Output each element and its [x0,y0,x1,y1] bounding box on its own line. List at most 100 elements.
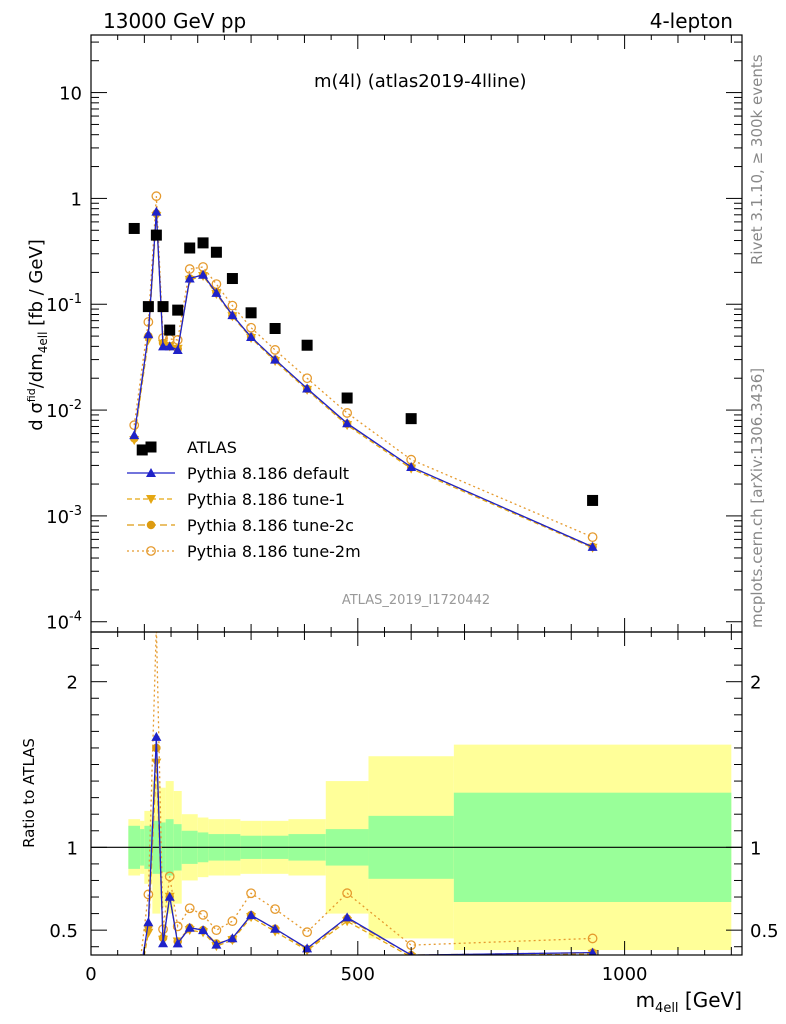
series-point [198,269,209,279]
atlas-point [157,301,169,313]
ratio-frame [90,631,743,956]
legend-label: Pythia 8.186 default [187,464,349,483]
ratio-series-line [140,632,593,955]
mc-curves [129,191,598,553]
legend-label-atlas: ATLAS [187,438,237,457]
series-point [164,341,175,351]
series-point [227,310,238,320]
series-point [587,532,598,543]
ratio-series-line [142,736,593,955]
ratio-series-point [342,912,353,922]
ratio-y-label: Ratio to ATLAS [20,738,38,848]
series-point [172,335,183,345]
ratio-series-point [172,921,183,932]
rivet-label: Rivet 3.1.10, ≥ 300k events [748,54,766,265]
series-point [246,322,256,333]
atlas-point [172,304,184,316]
ratio-series-point [246,888,256,899]
ratio-series-point [198,909,208,920]
ratio-curves [129,622,598,1016]
legend-label: Pythia 8.186 tune-2c [187,516,354,535]
ratio-tick-label-right: 1 [750,838,761,859]
atlas-point [269,322,281,334]
atlas-point [184,242,196,254]
atlas-point [210,246,222,258]
legend-marker-atlas [145,441,157,453]
series-point [151,191,162,202]
ratio-series-point [143,917,154,927]
x-tick-label: 1000 [602,964,648,985]
ratio-series-point [143,928,154,938]
y-axis-label: d σfid/dm4ell [fb / GeV] [25,239,50,431]
series-point [227,300,238,311]
legend-marker [146,520,156,530]
ratio-series-point [270,923,281,933]
legend-marker [146,468,156,477]
y-tick-label: 10 [59,84,82,105]
series-point [158,341,169,351]
series-point [151,206,162,216]
y-tick-label: 10-4 [46,610,82,634]
atlas-point [150,229,162,241]
x-tick-label: 500 [341,964,375,985]
atlas-point [587,494,599,506]
series-point [270,345,280,355]
legend: ATLAS Pythia 8.186 default Pythia 8.186 tu… [127,438,361,561]
series-point [302,383,313,393]
y-tick-label: 10-1 [46,292,82,316]
ratio-series-point [151,731,162,741]
y-tick-label: 10-2 [46,398,82,422]
ratio-series-point [152,622,161,631]
series-point [342,408,353,418]
ratio-series-point [158,938,169,948]
atlas-point [226,273,238,285]
atlas-point [341,392,353,404]
series-point [342,418,353,428]
y-tick-label: 1 [71,189,82,210]
series-point [143,329,154,339]
header-left: 13000 GeV pp [103,9,246,33]
ratio-series-point [211,925,222,936]
ratio-series-point [588,947,597,955]
ratio-panel [91,622,742,1016]
ratio-tick-label-right: 0.5 [750,921,779,942]
ratio-series-point [143,889,154,900]
series-point [211,287,222,297]
ratio-series-point [129,1007,139,1016]
ratio-series-point [164,891,175,901]
atlas-point [136,444,148,456]
series-point [406,461,417,471]
ratio-series-point [587,933,598,944]
ratio-series-point [172,938,183,948]
ratio-series-point [184,903,195,914]
x-axis-label: m4ell [GeV] [636,988,742,1016]
ratio-tick-label-right: 2 [750,673,761,694]
ratio-series-point [227,916,238,927]
series-point [211,279,222,290]
atlas-point [301,339,313,351]
watermark: ATLAS_2019_I1720442 [342,593,490,608]
ratio-series-point [130,1007,139,1016]
atlas-point [245,307,257,319]
atlas-point [128,222,140,234]
atlas-point [164,324,176,336]
ratio-series-point [151,758,162,768]
series-point [172,344,183,354]
legend-label: Pythia 8.186 tune-1 [187,490,345,509]
series-point [184,273,195,283]
series-point [129,430,140,440]
series-point [184,264,195,274]
ratio-series-point [227,933,238,943]
legend-marker [146,495,156,504]
main-panel [128,191,599,553]
chart-title: m(4l) (atlas2019-4lline) [314,71,527,92]
ratio-tick-label-left: 0.5 [49,921,78,942]
ratio-series-point [302,927,313,938]
ratio-series-point [342,888,353,899]
ratio-series-point [164,871,175,882]
series-point [587,541,598,551]
atlas-point [197,237,209,249]
x-tick-label: 0 [85,964,96,985]
axis-ticks: 0 500 1000 10 1 10-1 10-2 10-3 10-4 2 2 1 1 0.5 0.5 [46,35,779,985]
